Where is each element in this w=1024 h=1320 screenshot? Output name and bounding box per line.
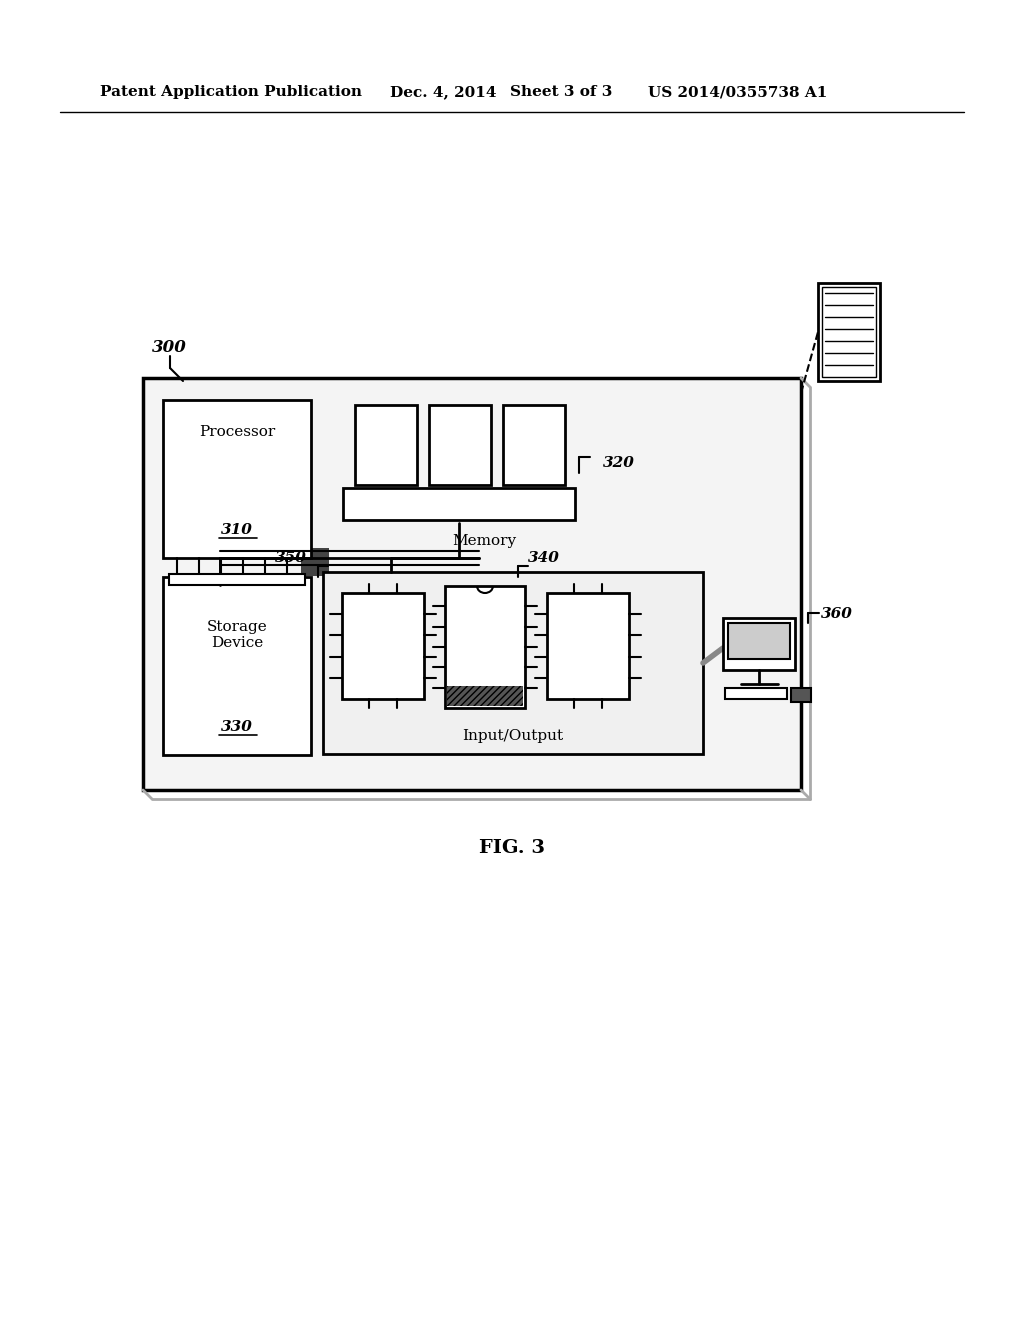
Bar	[503, 405, 565, 484]
Bar	[169, 574, 305, 585]
Text: FIG. 3: FIG. 3	[479, 840, 545, 857]
Bar	[822, 286, 876, 378]
Text: Dec. 4, 2014: Dec. 4, 2014	[390, 84, 497, 99]
Bar	[163, 577, 311, 755]
Text: 300: 300	[152, 339, 186, 356]
Text: 360: 360	[821, 607, 853, 620]
Bar	[791, 688, 811, 702]
Text: Memory: Memory	[452, 535, 516, 548]
Text: 340: 340	[528, 550, 560, 565]
Text: 320: 320	[603, 455, 635, 470]
Bar	[343, 488, 575, 520]
Bar	[728, 623, 790, 659]
Bar	[342, 593, 424, 700]
Bar	[447, 686, 523, 706]
Text: Input/Output: Input/Output	[463, 729, 563, 743]
Text: 350: 350	[275, 550, 307, 565]
Bar	[163, 400, 311, 558]
Text: Patent Application Publication: Patent Application Publication	[100, 84, 362, 99]
Bar	[445, 586, 525, 708]
Polygon shape	[301, 548, 329, 576]
Text: 330: 330	[221, 719, 253, 734]
Bar	[723, 618, 795, 671]
Text: 310: 310	[221, 523, 253, 537]
Bar	[355, 405, 417, 484]
Text: Storage
Device: Storage Device	[207, 620, 267, 651]
Text: Processor: Processor	[199, 425, 275, 440]
Bar	[429, 405, 490, 484]
Bar	[725, 688, 787, 700]
Bar	[323, 572, 703, 754]
Text: US 2014/0355738 A1: US 2014/0355738 A1	[648, 84, 827, 99]
Bar	[547, 593, 629, 700]
Bar	[818, 282, 880, 381]
Bar	[143, 378, 801, 789]
Text: Sheet 3 of 3: Sheet 3 of 3	[510, 84, 612, 99]
